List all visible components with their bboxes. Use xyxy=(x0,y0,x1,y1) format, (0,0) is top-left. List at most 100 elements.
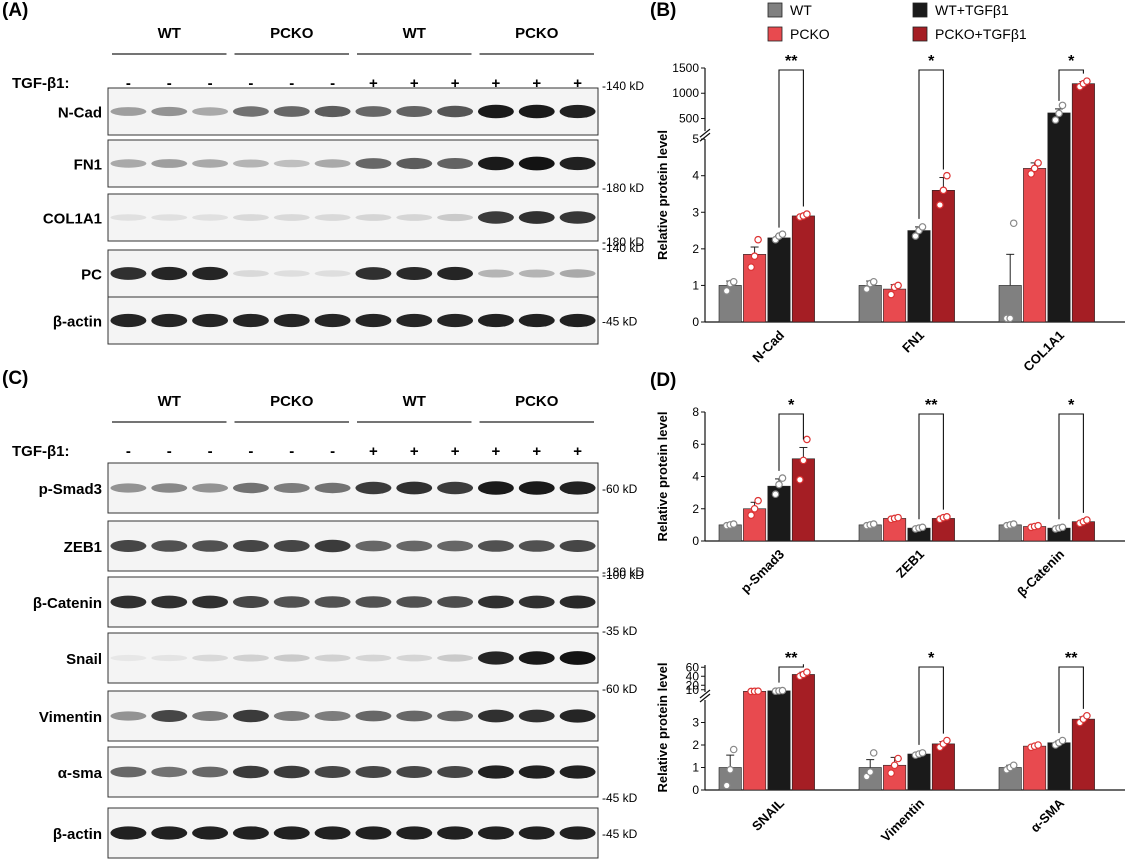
blot-band xyxy=(151,159,188,168)
y-tick-label: 2 xyxy=(692,738,699,752)
treatment-sign: + xyxy=(532,443,541,460)
y-tick-label: 4 xyxy=(692,470,699,484)
blot-band xyxy=(396,766,433,778)
blot-band xyxy=(396,481,433,495)
blot-band xyxy=(559,313,596,328)
treatment-label: TGF-β1: xyxy=(12,443,69,460)
panel-letter: (D) xyxy=(650,370,676,391)
y-axis-label: Relative protein level xyxy=(655,662,670,792)
axis-break-mark xyxy=(699,689,711,699)
blot-band xyxy=(477,709,514,723)
data-point xyxy=(1027,170,1035,178)
data-point xyxy=(890,761,899,770)
significance-label: * xyxy=(928,650,935,667)
blot-band xyxy=(437,654,474,662)
blot-band xyxy=(110,107,147,116)
blot-band xyxy=(314,159,351,168)
treatment-sign: - xyxy=(248,443,253,460)
treatment-sign: - xyxy=(208,443,213,460)
y-tick-label: 0 xyxy=(692,534,699,548)
blot-band xyxy=(151,766,188,778)
blot-band xyxy=(437,158,474,169)
y-tick-label: 0 xyxy=(692,315,699,329)
treatment-sign: + xyxy=(369,443,378,460)
blot-band xyxy=(110,711,147,721)
blot-band xyxy=(232,313,269,328)
blot-band xyxy=(355,540,392,552)
legend-swatch xyxy=(767,2,783,18)
group-label: WT xyxy=(158,393,181,410)
blot-band xyxy=(518,540,555,552)
blot-label: Vimentin xyxy=(39,709,102,726)
blot-band xyxy=(192,107,229,116)
treatment-sign: - xyxy=(248,75,253,92)
blot-band xyxy=(273,711,310,721)
blot-band xyxy=(437,766,474,778)
data-point xyxy=(1034,159,1042,167)
significance-bracket xyxy=(918,413,944,520)
blot-band xyxy=(559,540,596,552)
treatment-sign: + xyxy=(532,75,541,92)
treatment-sign: - xyxy=(289,443,294,460)
blot-band xyxy=(559,481,596,495)
category-label: p-Smad3 xyxy=(738,547,787,596)
blot-band xyxy=(559,709,596,723)
blot-band xyxy=(559,211,596,224)
data-point xyxy=(1083,77,1091,85)
blot-band xyxy=(396,313,433,328)
significance-bracket xyxy=(1058,666,1084,734)
blot-band xyxy=(437,826,474,840)
y-tick-label: 5 xyxy=(692,132,699,146)
data-point xyxy=(729,745,738,754)
treatment-sign: + xyxy=(492,75,501,92)
y-tick-label: 4 xyxy=(692,169,699,183)
data-point xyxy=(726,765,735,774)
blot-band xyxy=(355,267,392,280)
group-label: PCKO xyxy=(515,25,559,42)
category-label: ZEB1 xyxy=(893,547,927,581)
bar xyxy=(931,190,955,323)
significance-bracket xyxy=(778,664,804,683)
bar xyxy=(767,237,791,323)
data-point xyxy=(750,252,759,260)
axis-break-mark xyxy=(699,693,711,703)
group-label: PCKO xyxy=(515,393,559,410)
treatment-sign: - xyxy=(330,75,335,92)
axis-break-mark xyxy=(699,128,711,138)
blot-band xyxy=(518,211,555,224)
data-point xyxy=(918,523,927,532)
significance-label: * xyxy=(928,53,935,70)
y-tick-label: 2 xyxy=(692,242,699,256)
mw-marker: -180 kD xyxy=(602,181,644,195)
data-point xyxy=(869,277,878,286)
treatment-sign: - xyxy=(289,75,294,92)
blot-band xyxy=(477,481,514,495)
blot-band xyxy=(314,270,351,277)
blot-band xyxy=(151,266,188,281)
blot-band xyxy=(396,596,433,608)
category-label: FN1 xyxy=(899,328,927,356)
data-point xyxy=(747,263,755,271)
y-tick-label: 2 xyxy=(692,502,699,516)
bar xyxy=(791,458,815,542)
blot-label: β-actin xyxy=(53,826,102,843)
data-point xyxy=(796,475,804,484)
blot-band xyxy=(518,765,555,779)
blot-band xyxy=(151,313,188,328)
bar xyxy=(791,674,815,791)
data-point xyxy=(722,287,731,295)
panel-letter: (A) xyxy=(2,0,28,21)
blot-band xyxy=(396,106,433,117)
blot-band xyxy=(192,159,229,168)
data-point xyxy=(1051,116,1060,124)
blot-band xyxy=(192,540,229,552)
bar xyxy=(858,285,882,323)
bar xyxy=(743,508,767,542)
y-axis-label: Relative protein level xyxy=(655,130,670,260)
blot-band xyxy=(518,481,555,495)
treatment-sign: - xyxy=(208,75,213,92)
data-point xyxy=(1034,741,1042,749)
blot-band xyxy=(192,266,229,281)
data-point xyxy=(939,186,948,195)
significance-bracket xyxy=(918,69,944,219)
